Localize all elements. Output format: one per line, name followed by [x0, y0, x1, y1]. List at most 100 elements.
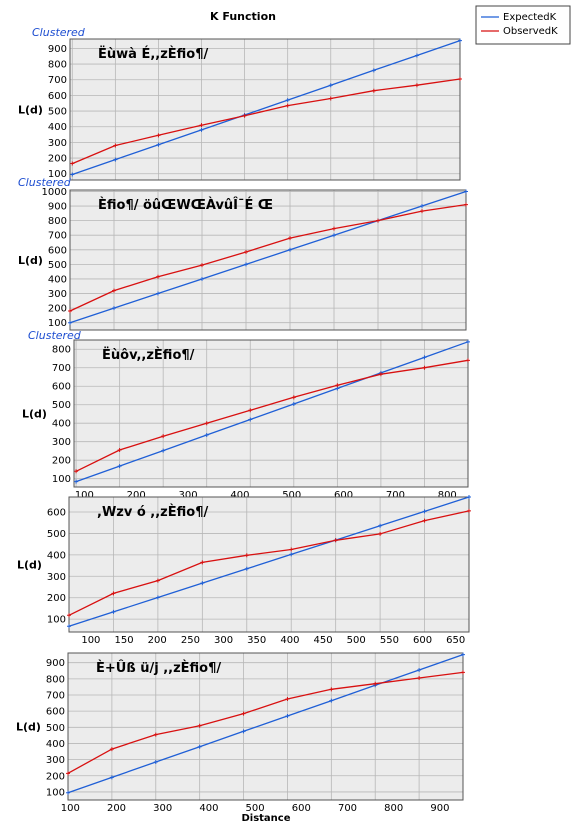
- data-point-observed: [200, 560, 205, 565]
- data-point-expected: [199, 127, 204, 132]
- data-point-observed: [328, 96, 333, 101]
- x-tick-label: 200: [107, 803, 126, 814]
- series-line-observed: [69, 203, 467, 312]
- data-point-observed: [109, 747, 114, 752]
- data-point-observed: [467, 508, 471, 513]
- y-tick-label: 600: [48, 91, 67, 102]
- data-point-expected: [458, 38, 462, 43]
- series-line-expected: [68, 496, 470, 627]
- x-tick-label: 700: [386, 490, 405, 501]
- y-tick-label: 600: [47, 508, 66, 519]
- y-axis-label: L(d): [17, 559, 42, 572]
- data-point-observed: [74, 469, 79, 474]
- y-tick-label: 800: [52, 345, 71, 356]
- x-tick-label: 350: [247, 635, 266, 646]
- x-tick-label: 500: [282, 490, 301, 501]
- panel-title: Ëùôv,,zÈfio¶/: [102, 347, 195, 363]
- plot-frame: [69, 38, 461, 181]
- x-tick-label: 400: [199, 803, 218, 814]
- data-point-expected: [74, 479, 79, 484]
- data-point-observed: [464, 202, 468, 207]
- data-point-expected: [289, 552, 294, 557]
- data-point-expected: [378, 523, 383, 528]
- data-point-observed: [335, 383, 340, 388]
- y-tick-label: 700: [52, 363, 71, 374]
- data-point-observed: [414, 83, 419, 88]
- data-point-observed: [244, 553, 249, 558]
- data-point-observed: [420, 209, 424, 214]
- data-point-observed: [67, 613, 71, 618]
- y-tick-label: 800: [48, 216, 67, 227]
- series-line-observed: [75, 359, 469, 472]
- y-tick-label: 200: [47, 593, 66, 604]
- x-tick-label: 500: [347, 635, 366, 646]
- y-tick-label: 100: [52, 474, 71, 485]
- series-line-expected: [69, 190, 467, 324]
- plot-area: [69, 497, 469, 632]
- series-line-expected: [67, 653, 464, 794]
- x-tick-label: 300: [214, 635, 233, 646]
- data-point-observed: [241, 711, 246, 716]
- y-axis-label: L(d): [16, 721, 41, 734]
- data-point-expected: [155, 595, 160, 600]
- data-point-expected: [112, 306, 116, 311]
- data-point-observed: [66, 771, 70, 776]
- data-point-observed: [285, 697, 290, 702]
- x-tick-label: 600: [334, 490, 353, 501]
- series-line-observed: [68, 510, 470, 616]
- y-tick-label: 100: [48, 169, 67, 180]
- data-point-observed: [288, 236, 292, 241]
- cluster-annotation: Clustered: [18, 176, 72, 189]
- data-point-expected: [111, 609, 116, 614]
- y-tick-label: 300: [52, 437, 71, 448]
- data-point-expected: [156, 291, 160, 296]
- data-point-observed: [376, 218, 380, 223]
- data-point-expected: [291, 401, 296, 406]
- series-line-observed: [67, 671, 464, 774]
- data-point-observed: [117, 448, 122, 453]
- y-tick-label: 400: [48, 122, 67, 133]
- data-point-observed: [458, 76, 462, 81]
- plot-frame: [67, 652, 464, 801]
- y-tick-label: 400: [48, 274, 67, 285]
- y-tick-label: 200: [46, 771, 65, 782]
- x-tick-label: 900: [430, 803, 449, 814]
- plot-frame: [68, 496, 470, 633]
- data-point-expected: [161, 448, 166, 453]
- y-tick-label: 900: [48, 44, 67, 55]
- data-point-observed: [68, 309, 72, 314]
- data-point-observed: [333, 538, 338, 543]
- cluster-annotation: Clustered: [32, 26, 86, 39]
- legend-box: [475, 5, 571, 45]
- panel-title: È+Ûß ü/j ,,zÈfio¶/: [96, 660, 221, 676]
- data-point-expected: [70, 172, 75, 177]
- x-tick-label: 450: [314, 635, 333, 646]
- data-point-observed: [204, 421, 209, 426]
- data-point-observed: [378, 372, 383, 377]
- y-tick-label: 600: [46, 707, 65, 718]
- data-point-expected: [66, 790, 70, 795]
- y-tick-label: 100: [46, 787, 65, 798]
- x-tick-label: 100: [81, 635, 100, 646]
- data-point-observed: [332, 226, 336, 231]
- y-tick-label: 100: [48, 318, 67, 329]
- plot-frame: [73, 339, 469, 488]
- x-tick-label: 500: [246, 803, 265, 814]
- y-axis-label: L(d): [18, 104, 43, 117]
- y-axis-label: L(d): [22, 408, 47, 421]
- y-tick-label: 700: [48, 231, 67, 242]
- data-point-expected: [244, 566, 249, 571]
- y-tick-label: 500: [48, 107, 67, 118]
- data-point-expected: [244, 262, 248, 267]
- data-point-observed: [417, 676, 422, 681]
- data-point-expected: [422, 509, 427, 514]
- data-point-expected: [422, 355, 427, 360]
- data-point-observed: [113, 143, 118, 148]
- data-point-observed: [371, 88, 376, 93]
- data-point-observed: [156, 274, 160, 279]
- data-point-expected: [461, 652, 465, 657]
- data-point-observed: [248, 408, 253, 413]
- x-tick-label: 100: [75, 490, 94, 501]
- x-tick-label: 250: [181, 635, 200, 646]
- data-point-observed: [70, 161, 75, 166]
